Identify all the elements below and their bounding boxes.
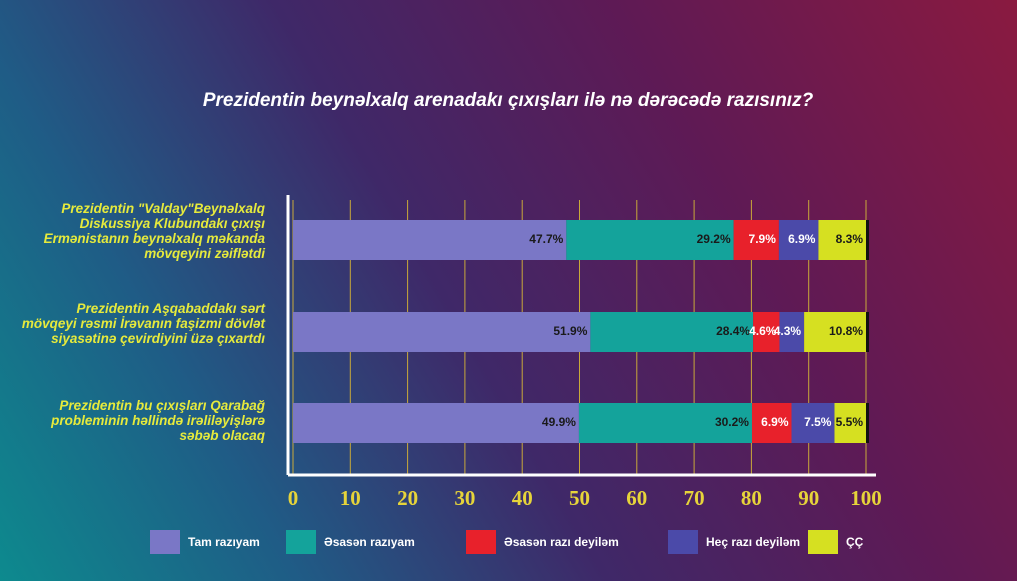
data-label: 6.9% [761, 415, 789, 429]
bar-segment [293, 220, 567, 260]
data-label: 47.7% [529, 232, 563, 246]
category-label: Prezidentin "Valday"Beynəlxalq Diskussiy… [43, 201, 265, 261]
data-label: 7.9% [749, 232, 777, 246]
bar-segment [834, 403, 866, 443]
bar-end [866, 312, 869, 352]
bar-segment [804, 312, 866, 352]
legend-label: Əsasən razı deyiləm [504, 535, 619, 549]
x-tick-label: 100 [850, 486, 882, 510]
bar-segment [778, 220, 819, 260]
legend-swatch [808, 530, 838, 554]
legend-label: Əsasən razıyam [324, 535, 415, 549]
bar-segment [566, 220, 734, 260]
legend-label: Heç razı deyiləm [706, 535, 800, 549]
bar-end [866, 220, 869, 260]
x-tick-label: 20 [397, 486, 418, 510]
x-tick-label: 40 [512, 486, 533, 510]
data-label: 6.9% [788, 232, 816, 246]
x-tick-label: 30 [454, 486, 475, 510]
bar-segment [293, 403, 579, 443]
data-label: 4.3% [774, 324, 802, 338]
data-label: 29.2% [697, 232, 731, 246]
bar-segment [751, 403, 792, 443]
category-label: Prezidentin Aşqabaddakı sərt mövqeyi rəs… [21, 301, 265, 346]
data-label: 5.5% [836, 415, 864, 429]
bar-end [866, 403, 869, 443]
data-label: 8.3% [836, 232, 864, 246]
bar-segment [753, 312, 780, 352]
bar-segment [733, 220, 779, 260]
legend-label: ÇÇ [846, 535, 864, 549]
bar-segment [590, 312, 754, 352]
x-tick-label: 0 [288, 486, 299, 510]
legend-label: Tam razıyam [188, 535, 260, 549]
data-label: 51.9% [553, 324, 587, 338]
bar-segment [779, 312, 805, 352]
legend-swatch [286, 530, 316, 554]
bar-segment [578, 403, 752, 443]
x-tick-label: 10 [340, 486, 361, 510]
data-label: 10.8% [829, 324, 863, 338]
data-label: 49.9% [542, 415, 576, 429]
x-tick-label: 50 [569, 486, 590, 510]
x-tick-label: 70 [684, 486, 705, 510]
legend-swatch [466, 530, 496, 554]
legend-swatch [150, 530, 180, 554]
data-label: 7.5% [804, 415, 832, 429]
bar-segment [293, 312, 591, 352]
chart-title: Prezidentin beynəlxalq arenadakı çıxışla… [203, 90, 814, 111]
data-label: 4.6% [749, 324, 777, 338]
data-label: 30.2% [715, 415, 749, 429]
bar-segment [818, 220, 866, 260]
legend-swatch [668, 530, 698, 554]
x-tick-label: 90 [798, 486, 819, 510]
bar-segment [791, 403, 835, 443]
x-tick-label: 60 [626, 486, 647, 510]
category-label: Prezidentin bu çıxışları Qarabağ problem… [51, 398, 265, 443]
x-tick-label: 80 [741, 486, 762, 510]
data-label: 28.4% [716, 324, 750, 338]
